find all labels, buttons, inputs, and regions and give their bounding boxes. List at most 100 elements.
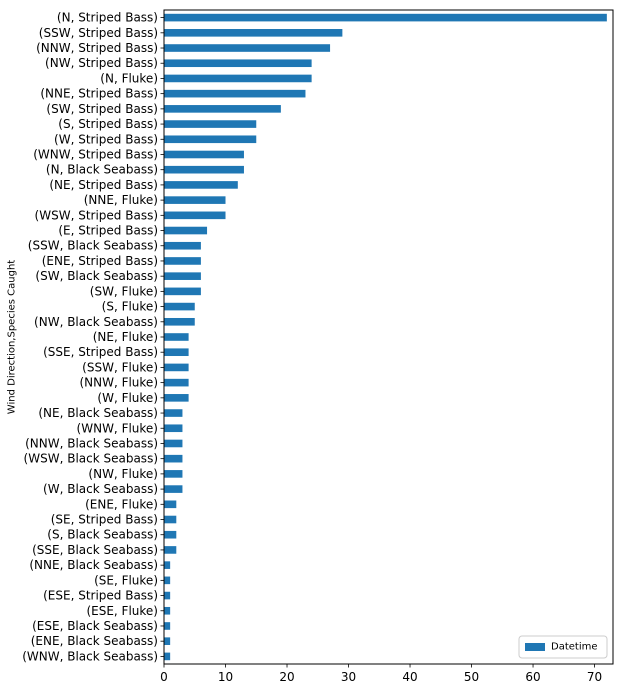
y-tick-label: (ESE, Striped Bass) [43,589,158,603]
bar [164,165,244,174]
y-tick-label: (NNW, Striped Bass) [36,41,158,55]
y-tick-label: (ENE, Striped Bass) [42,254,158,268]
bar [164,13,607,22]
bar [164,363,189,372]
bar [164,59,312,68]
bar [164,241,201,250]
bar [164,409,183,417]
bar [164,515,177,524]
bar [164,181,238,189]
bar [164,105,281,113]
bar [164,29,343,37]
legend-swatch [525,643,545,651]
bar [164,120,257,128]
y-tick-label: (SE, Fluke) [94,573,158,587]
bar [164,257,201,265]
y-tick-label: (S, Black Seabass) [47,528,158,542]
bar [164,287,201,296]
y-tick-label: (WSW, Striped Bass) [35,208,158,222]
x-tick-label: 60 [525,670,540,684]
y-tick-label: (NNE, Black Seabass) [29,558,158,572]
y-tick-label: (NE, Striped Bass) [49,178,158,192]
y-tick-label: (NW, Striped Bass) [45,56,158,70]
y-axis-ticks: (N, Striped Bass)(SSW, Striped Bass)(NNW… [22,11,164,663]
x-tick-label: 40 [402,670,417,684]
bar [164,394,189,402]
bar [164,226,208,235]
x-tick-label: 20 [279,670,294,684]
bar [164,622,171,630]
y-tick-label: (S, Fluke) [102,300,158,314]
y-tick-label: (SSW, Fluke) [82,360,158,374]
y-tick-label: (N, Fluke) [100,71,158,85]
y-tick-label: (SSW, Black Seabass) [28,239,158,253]
bar [164,637,171,645]
x-tick-label: 0 [160,670,168,684]
bar [164,302,195,311]
bar [164,500,177,509]
legend: Datetime [518,635,608,659]
y-tick-label: (W, Fluke) [97,391,158,405]
x-axis-ticks: 0 10 20 30 40 50 60 70 [160,664,602,684]
y-tick-label: (WNW, Fluke) [77,421,158,435]
bar [164,333,189,341]
bar [164,591,171,600]
bar [164,211,226,220]
y-tick-label: (NNE, Fluke) [84,193,158,207]
x-tick-label: 10 [218,670,233,684]
bar [164,561,171,569]
y-tick-label: (NW, Fluke) [88,467,158,481]
y-tick-label: (SSW, Striped Bass) [39,26,158,40]
bar [164,485,183,493]
y-tick-label: (W, Striped Bass) [54,132,158,146]
bar [164,150,244,159]
bar [164,470,183,478]
y-axis-label: Wind Direction,Species Caught [7,260,18,414]
y-tick-label: (SW, Striped Bass) [46,102,158,116]
y-tick-label: (SSE, Striped Bass) [43,345,158,359]
bar [164,652,171,661]
legend-box [518,635,608,659]
y-tick-label: (NNW, Fluke) [79,376,158,390]
bar [164,606,171,615]
y-tick-label: (NE, Black Seabass) [38,406,158,420]
x-tick-label: 70 [587,670,602,684]
bar [164,272,201,280]
plot-frame [163,9,614,665]
y-tick-label: (ESE, Black Seabass) [32,619,158,633]
y-tick-label: (SW, Fluke) [90,284,158,298]
y-tick-label: (WNW, Black Seabass) [22,649,158,663]
y-tick-label: (SE, Striped Bass) [51,513,158,527]
bar [164,454,183,463]
bar [164,546,177,554]
y-tick-label: (N, Black Seabass) [46,163,158,177]
bar [164,44,331,52]
y-tick-label: (WNW, Striped Bass) [33,147,158,161]
bars-group [164,13,607,661]
legend-label: Datetime [551,642,598,653]
bar [164,317,195,326]
y-tick-label: (SW, Black Seabass) [35,269,158,283]
bar [164,348,189,357]
y-tick-label: (ENE, Black Seabass) [31,634,158,648]
y-tick-label: (NW, Black Seabass) [34,315,158,329]
y-tick-label: (SSE, Black Seabass) [32,543,158,557]
bar [164,439,183,448]
y-tick-label: (N, Striped Bass) [57,11,158,25]
y-tick-label: (E, Striped Bass) [58,224,158,238]
y-tick-label: (ENE, Fluke) [85,497,158,511]
y-tick-label: (S, Striped Bass) [58,117,158,131]
bar [164,576,171,585]
bar [164,74,312,83]
x-tick-label: 50 [464,670,479,684]
y-tick-label: (NNE, Striped Bass) [40,87,158,101]
y-tick-label: (WSW, Black Seabass) [24,452,158,466]
bar [164,424,183,433]
y-tick-label: (ESE, Fluke) [86,604,158,618]
bar [164,89,306,98]
bar [164,530,177,539]
bar [164,196,226,204]
y-tick-label: (NNW, Black Seabass) [25,436,158,450]
